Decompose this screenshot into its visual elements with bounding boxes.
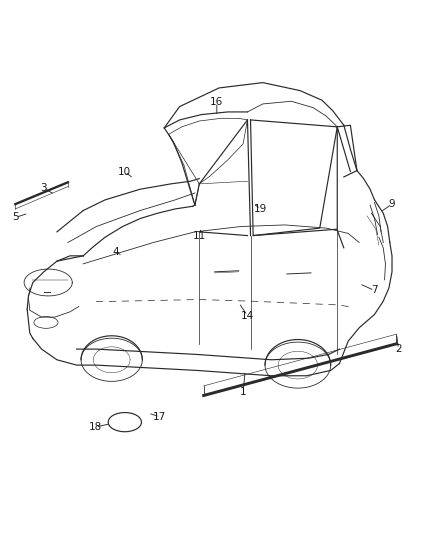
Text: 5: 5 — [12, 213, 19, 222]
Text: 16: 16 — [210, 98, 223, 107]
Text: 19: 19 — [254, 204, 267, 214]
Text: 9: 9 — [389, 199, 396, 209]
Text: 3: 3 — [40, 183, 47, 193]
Text: 18: 18 — [89, 422, 102, 432]
Text: 1: 1 — [240, 387, 247, 397]
Text: 4: 4 — [113, 247, 120, 257]
Text: 14: 14 — [241, 311, 254, 320]
Text: 10: 10 — [118, 167, 131, 176]
Text: 17: 17 — [153, 412, 166, 422]
Text: 11: 11 — [193, 231, 206, 240]
Text: 7: 7 — [371, 286, 378, 295]
Text: 2: 2 — [395, 344, 402, 354]
